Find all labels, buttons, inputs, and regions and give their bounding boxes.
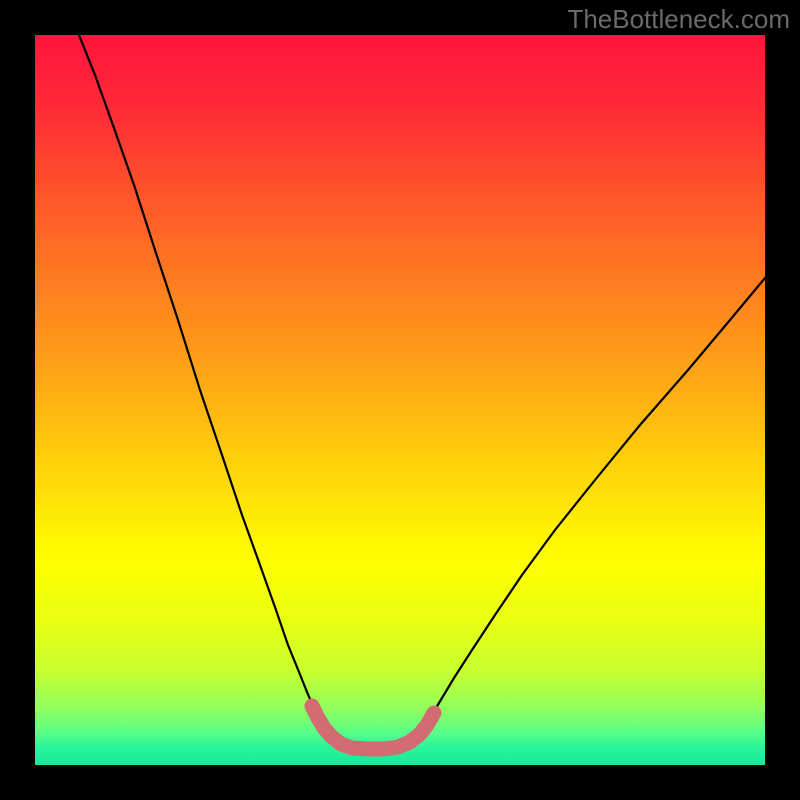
watermark-text: TheBottleneck.com [567,4,790,35]
gradient-background [35,35,765,765]
chart-svg [0,0,800,800]
